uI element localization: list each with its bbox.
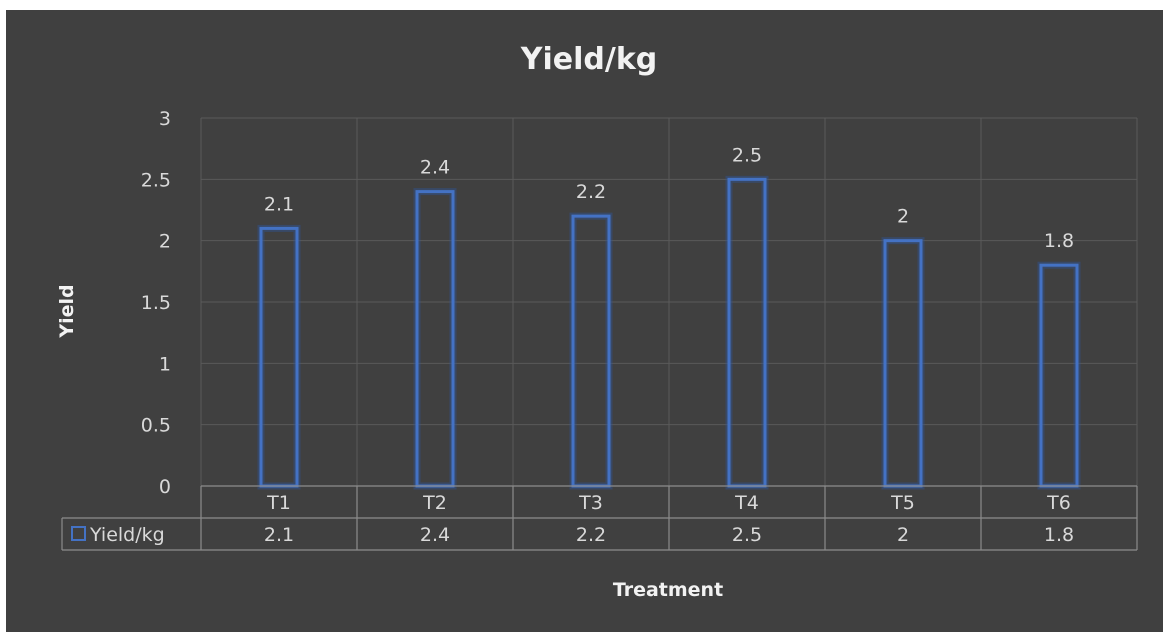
table-value: 2 [897, 524, 909, 546]
y-tick-label: 1.5 [141, 292, 171, 314]
table-value: 2.4 [420, 524, 450, 546]
y-tick-label: 1 [159, 353, 171, 375]
bar [571, 214, 611, 488]
y-axis-ticks: 0 0.5 1 1.5 2 2.5 3 [141, 108, 171, 498]
y-axis-title: Yield [56, 284, 78, 338]
bar [415, 190, 455, 488]
legend-series-label: Yield/kg [89, 524, 165, 546]
bar-glow [1037, 261, 1081, 490]
data-label: 2.5 [732, 144, 762, 166]
category-label: T6 [1046, 492, 1071, 514]
bar-chart: Yield/kg Yield Treatment 0 0.5 1 1.5 2 2.5 3 2… [56, 42, 1138, 601]
chart-area: Yield/kg Yield Treatment 0 0.5 1 1.5 2 2.5 3 2… [6, 10, 1163, 632]
bar [727, 177, 767, 488]
data-labels: 2.1 2.4 2.2 2.5 2 1.8 [264, 144, 1074, 252]
category-label: T1 [266, 492, 291, 514]
category-label: T5 [890, 492, 915, 514]
y-tick-label: 3 [159, 108, 171, 130]
data-label: 2.1 [264, 193, 294, 215]
category-label: T3 [578, 492, 603, 514]
gridlines [200, 117, 1138, 486]
table-value: 1.8 [1044, 524, 1074, 546]
category-label: T4 [734, 492, 759, 514]
table-value: 2.5 [732, 524, 762, 546]
bar-glow [257, 224, 301, 490]
data-table: T1 2.1 T2 2.4 T3 2.2 T4 2.5 T5 2 T6 1.8 Yield/kg [61, 485, 1138, 551]
chart-title: Yield/kg [520, 42, 658, 77]
y-tick-label: 0.5 [141, 415, 171, 437]
x-axis-title: Treatment [613, 579, 723, 601]
table-value: 2.2 [576, 524, 606, 546]
y-tick-label: 2.5 [141, 169, 171, 191]
bar-glow [725, 175, 769, 490]
table-value: 2.1 [264, 524, 294, 546]
bar [259, 226, 299, 488]
y-tick-label: 0 [159, 476, 171, 498]
bar-glow [413, 188, 457, 490]
data-label: 1.8 [1044, 230, 1074, 252]
data-label: 2.2 [576, 181, 606, 203]
y-tick-label: 2 [159, 231, 171, 253]
legend-key [71, 526, 86, 541]
data-label: 2.4 [420, 157, 450, 179]
bar-glow [569, 212, 613, 490]
data-label: 2 [897, 206, 909, 228]
category-label: T2 [422, 492, 447, 514]
bar [1039, 263, 1079, 488]
